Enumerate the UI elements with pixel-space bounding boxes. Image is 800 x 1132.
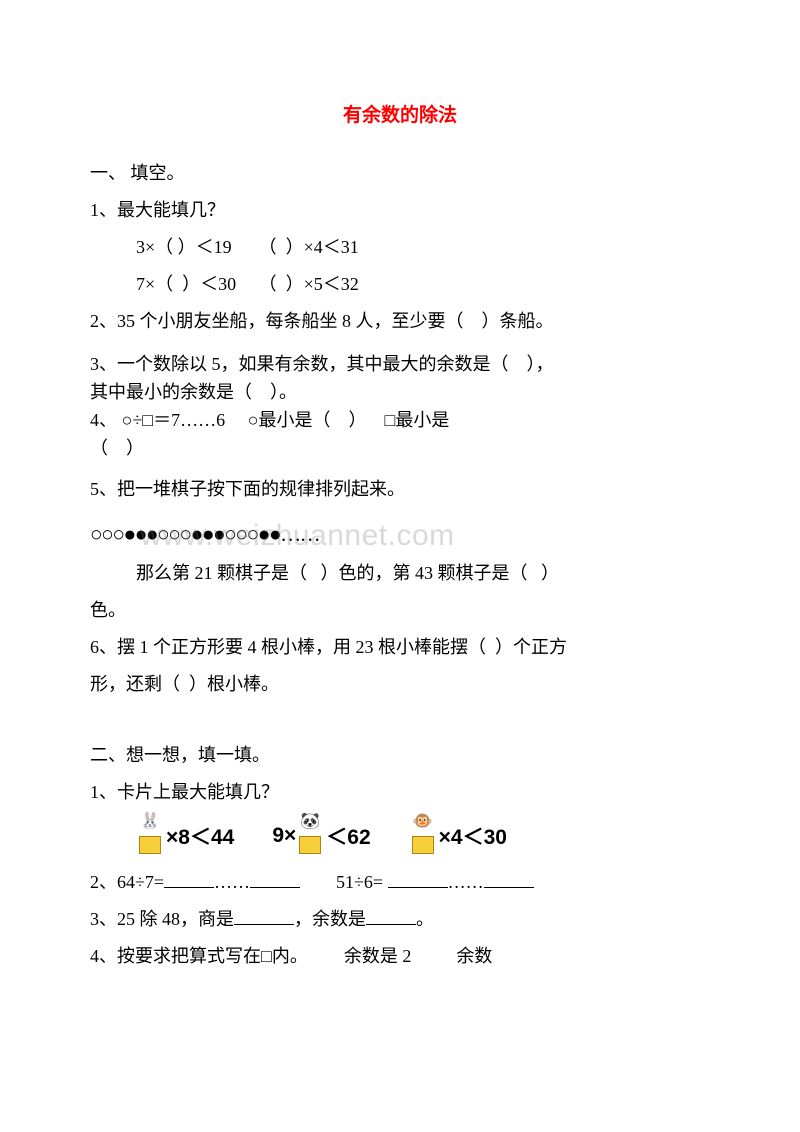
section2-heading: 二、想一想，填一填。 — [90, 737, 710, 774]
q4a: 4、 ○÷□＝7……6 ○最小是（ ） □最小是 — [90, 407, 710, 435]
monkey-icon: 🐵 — [413, 814, 433, 830]
q5-prompt: 5、把一堆棋子按下面的规律排列起来。 — [90, 471, 710, 508]
card-item-3: 🐵 ×4＜30 — [409, 818, 507, 854]
card-item-2: 9× 🐼 ＜62 — [272, 818, 370, 854]
q4c: 余数 — [456, 946, 492, 966]
q1-row2: 7×（ ）＜30 （ ）×5＜32 — [90, 266, 710, 303]
q6b: 形，还剩（ ）根小棒。 — [90, 666, 710, 703]
pattern-circles: ○○○●●●○○○●●●○○○●● — [90, 522, 280, 546]
card-row: 🐰 ×8＜44 9× 🐼 ＜62 🐵 ×4＜30 — [90, 818, 710, 854]
q1-r1b: （ ）×4＜31 — [259, 237, 359, 257]
q5-ask2: 色。 — [90, 592, 710, 629]
q5-pattern-row: ○○○●●●○○○●●●○○○●●…… www.weizhuannet.com — [90, 522, 710, 547]
q2dots1: …… — [214, 872, 250, 892]
q3mid: ，余数是 — [294, 909, 366, 929]
card1-card — [139, 836, 161, 854]
panda-icon: 🐼 — [300, 814, 320, 830]
blank — [366, 906, 416, 925]
blank — [250, 869, 300, 888]
pattern-suffix: …… — [280, 522, 319, 546]
q3a: 3、一个数除以 5，如果有余数，其中最大的余数是（ ）， — [90, 351, 710, 379]
card1-box: 🐰 — [137, 818, 165, 854]
section1-heading: 一、 填空。 — [90, 155, 710, 192]
q2dots2: …… — [448, 872, 484, 892]
q1-prompt: 1、最大能填几？ — [90, 192, 710, 229]
card2-after: ＜62 — [326, 821, 370, 851]
s2-q3: 3、25 除 48，商是 ，余数是 。 — [90, 901, 710, 938]
card-item-1: 🐰 ×8＜44 — [136, 818, 234, 854]
q2a: 2、64÷7= — [90, 872, 164, 892]
blank — [484, 869, 534, 888]
q6a: 6、摆 1 个正方形要 4 根小棒，用 23 根小棒能摆（ ）个正方 — [90, 629, 710, 666]
q4a: 4、按要求把算式写在□内。 — [90, 946, 308, 966]
q1-r2a: 7×（ ）＜30 — [136, 274, 236, 294]
q3end: 。 — [416, 909, 434, 929]
q1-row1: 3×（ ）＜19 （ ）×4＜31 — [90, 229, 710, 266]
q2b: 51÷6= — [336, 872, 383, 892]
s2-q1-prompt: 1、卡片上最大能填几？ — [90, 774, 710, 811]
q3a: 3、25 除 48，商是 — [90, 909, 234, 929]
blank — [388, 869, 448, 888]
s2-q4: 4、按要求把算式写在□内。 余数是 2 余数 — [90, 938, 710, 975]
blank — [234, 906, 294, 925]
q3b: 其中最小的余数是（ ）。 — [90, 379, 710, 407]
q2: 2、35 个小朋友坐船，每条船坐 8 人，至少要（ ）条船。 — [90, 303, 710, 340]
q1-r1a: 3×（ ）＜19 — [136, 237, 232, 257]
blank — [164, 869, 214, 888]
card3-box: 🐵 — [410, 818, 438, 854]
q1-r2b: （ ）×5＜32 — [259, 274, 359, 294]
card3-card — [412, 836, 434, 854]
s2-q2: 2、64÷7= …… 51÷6= …… — [90, 864, 710, 901]
card2-before: 9× — [272, 824, 296, 848]
worksheet-page: 有余数的除法 一、 填空。 1、最大能填几？ 3×（ ）＜19 （ ）×4＜31… — [0, 0, 800, 1132]
card2-box: 🐼 — [297, 818, 325, 854]
q4b: （ ） — [90, 435, 710, 463]
card2-card — [299, 836, 321, 854]
rabbit-icon: 🐰 — [140, 814, 160, 830]
q5-ask1: 那么第 21 颗棋子是（ ）色的，第 43 颗棋子是（ ） — [90, 555, 710, 592]
card3-after: ×4＜30 — [439, 821, 507, 851]
page-title: 有余数的除法 — [90, 100, 710, 127]
card1-after: ×8＜44 — [166, 821, 234, 851]
q4b: 余数是 2 — [344, 946, 412, 966]
